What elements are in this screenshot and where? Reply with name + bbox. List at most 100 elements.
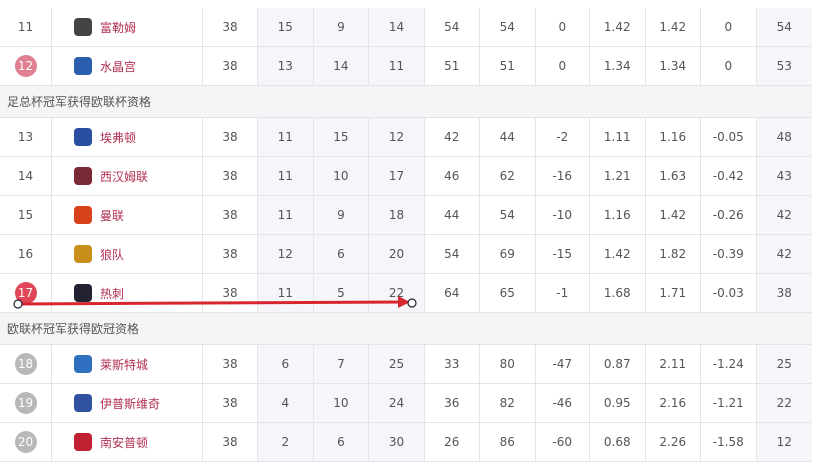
drawn-cell: 9 — [313, 8, 370, 46]
avg-diff-cell: 0 — [701, 8, 757, 46]
avg-against-cell: 1.42 — [646, 8, 701, 46]
points-cell: 48 — [756, 118, 812, 156]
points-cell: 25 — [756, 345, 812, 383]
team-link[interactable]: 西汉姆联 — [100, 169, 149, 184]
team-link[interactable]: 富勒姆 — [100, 20, 137, 35]
team-link[interactable]: 曼联 — [100, 208, 125, 223]
goal-diff-cell: -10 — [536, 196, 590, 234]
goals-for-cell: 26 — [425, 423, 480, 461]
table-row: 13 埃弗顿 38 11 15 12 42 44 -2 1.11 1.16 -0.05 48 — [0, 118, 812, 157]
drawn-cell: 10 — [313, 384, 370, 422]
played-cell: 38 — [203, 423, 258, 461]
table-row: 19 伊普斯维奇 38 4 10 24 36 82 -46 0.95 2.16 -1.21 22 — [0, 384, 812, 423]
played-cell: 38 — [203, 274, 258, 312]
goals-for-cell: 54 — [425, 235, 480, 273]
goals-against-cell: 80 — [480, 345, 536, 383]
goal-diff-cell: -1 — [536, 274, 590, 312]
table-row: 12 水晶宫 38 13 14 11 51 51 0 1.34 1.34 0 53 — [0, 47, 812, 86]
won-cell: 2 — [258, 423, 314, 461]
avg-diff-cell: -0.42 — [701, 157, 757, 195]
drawn-cell: 7 — [313, 345, 370, 383]
team-logo-icon — [74, 284, 92, 302]
won-cell: 15 — [258, 8, 314, 46]
avg-against-cell: 1.34 — [646, 47, 701, 85]
goals-for-cell: 64 — [425, 274, 480, 312]
team-logo-icon — [74, 128, 92, 146]
points-cell: 22 — [756, 384, 812, 422]
drawn-cell: 15 — [313, 118, 370, 156]
avg-diff-cell: -1.58 — [701, 423, 757, 461]
avg-for-cell: 0.68 — [590, 423, 646, 461]
played-cell: 38 — [203, 384, 258, 422]
section-header: 欧联杯冠军获得欧冠资格 — [0, 313, 812, 345]
avg-against-cell: 1.16 — [646, 118, 701, 156]
rank-cell: 17 — [0, 274, 52, 312]
won-cell: 13 — [258, 47, 314, 85]
table-row: 15 曼联 38 11 9 18 44 54 -10 1.16 1.42 -0.26 42 — [0, 196, 812, 235]
won-cell: 11 — [258, 274, 314, 312]
lost-cell: 24 — [369, 384, 425, 422]
avg-diff-cell: -0.26 — [701, 196, 757, 234]
drawn-cell: 5 — [313, 274, 370, 312]
lost-cell: 18 — [369, 196, 425, 234]
avg-against-cell: 2.26 — [646, 423, 701, 461]
rank-cell: 11 — [0, 8, 52, 46]
rank: 11 — [17, 20, 34, 34]
rank-cell: 18 — [0, 345, 52, 383]
team-link[interactable]: 狼队 — [100, 247, 125, 262]
table-row: 14 西汉姆联 38 11 10 17 46 62 -16 1.21 1.63 -0.42 43 — [0, 157, 812, 196]
goal-diff-cell: 0 — [536, 8, 590, 46]
avg-diff-cell: -0.03 — [701, 274, 757, 312]
avg-for-cell: 1.16 — [590, 196, 646, 234]
team-link[interactable]: 南安普顿 — [100, 435, 149, 450]
team-logo-icon — [74, 245, 92, 263]
avg-diff-cell: -1.24 — [701, 345, 757, 383]
team-link[interactable]: 热刺 — [100, 286, 125, 301]
lost-cell: 12 — [369, 118, 425, 156]
team-link[interactable]: 埃弗顿 — [100, 130, 137, 145]
goal-diff-cell: -16 — [536, 157, 590, 195]
goals-against-cell: 65 — [480, 274, 536, 312]
rank: 14 — [17, 169, 34, 183]
team-cell: 热刺 — [52, 274, 203, 312]
team-logo-icon — [74, 433, 92, 451]
avg-for-cell: 1.42 — [590, 235, 646, 273]
team-logo-icon — [74, 394, 92, 412]
goals-against-cell: 62 — [480, 157, 536, 195]
goals-against-cell: 51 — [480, 47, 536, 85]
goal-diff-cell: -46 — [536, 384, 590, 422]
avg-against-cell: 1.63 — [646, 157, 701, 195]
table-row: 17 热刺 38 11 5 22 64 65 -1 1.68 1.71 -0.03 38 — [0, 274, 812, 313]
rank: 16 — [17, 247, 34, 261]
points-cell: 12 — [756, 423, 812, 461]
rank-cell: 19 — [0, 384, 52, 422]
points-cell: 54 — [756, 8, 812, 46]
team-cell: 狼队 — [52, 235, 203, 273]
won-cell: 11 — [258, 157, 314, 195]
played-cell: 38 — [203, 235, 258, 273]
goals-for-cell: 44 — [425, 196, 480, 234]
team-link[interactable]: 水晶宫 — [100, 59, 137, 74]
team-link[interactable]: 莱斯特城 — [100, 357, 149, 372]
rank: 13 — [17, 130, 34, 144]
rank: 15 — [17, 208, 34, 222]
avg-for-cell: 1.34 — [590, 47, 646, 85]
played-cell: 38 — [203, 118, 258, 156]
avg-against-cell: 2.11 — [646, 345, 701, 383]
avg-against-cell: 1.71 — [646, 274, 701, 312]
rank-cell: 15 — [0, 196, 52, 234]
won-cell: 11 — [258, 196, 314, 234]
avg-against-cell: 2.16 — [646, 384, 701, 422]
rank-badge: 18 — [14, 353, 37, 375]
team-link[interactable]: 伊普斯维奇 — [100, 396, 161, 411]
avg-diff-cell: -0.05 — [701, 118, 757, 156]
goals-against-cell: 54 — [480, 196, 536, 234]
goal-diff-cell: -60 — [536, 423, 590, 461]
drawn-cell: 6 — [313, 423, 370, 461]
avg-for-cell: 1.68 — [590, 274, 646, 312]
played-cell: 38 — [203, 8, 258, 46]
team-cell: 伊普斯维奇 — [52, 384, 203, 422]
goals-against-cell: 44 — [480, 118, 536, 156]
lost-cell: 22 — [369, 274, 425, 312]
team-logo-icon — [74, 167, 92, 185]
